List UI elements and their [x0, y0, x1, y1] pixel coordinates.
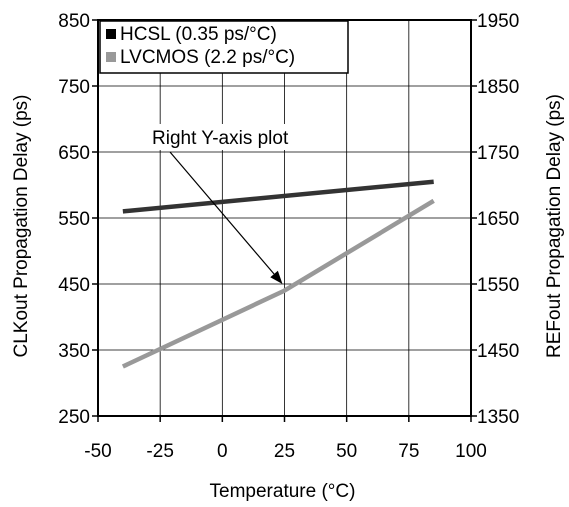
y-right-tick-label: 1750 — [477, 143, 519, 164]
y-right-tick-label: 1650 — [477, 209, 519, 230]
x-tick-label: -25 — [146, 441, 173, 462]
y-left-tick-label: 650 — [58, 143, 90, 164]
x-tick-label: 0 — [217, 441, 228, 462]
y-left-tick-label: 250 — [58, 407, 90, 428]
y-right-tick-label: 1850 — [477, 77, 519, 98]
grid — [98, 20, 471, 416]
annotation-background — [146, 124, 322, 150]
series-line-hcsl — [122, 179, 434, 214]
y-right-tick-label: 1550 — [477, 275, 519, 296]
annotation-text: Right Y-axis plot — [152, 128, 289, 149]
annotation-arrow — [169, 151, 275, 275]
legend-swatch-lvcmos — [106, 52, 116, 62]
legend-box — [99, 20, 349, 74]
y-right-tick-label: 1950 — [477, 11, 519, 32]
y-left-tick-label: 750 — [58, 77, 90, 98]
legend-swatch-hcsl — [106, 29, 116, 39]
legend: HCSL (0.35 ps/°C) LVCMOS (2.2 ps/°C) — [99, 20, 349, 74]
y-left-tick-label: 450 — [58, 275, 90, 296]
x-tick-label: 50 — [336, 441, 357, 462]
legend-label-hcsl: HCSL (0.35 ps/°C) — [120, 24, 277, 45]
y-left-tick-label: 550 — [58, 209, 90, 230]
series-line-lvcmos — [121, 198, 435, 369]
y-right-tick-label: 1350 — [477, 407, 519, 428]
y-axis-right-title: REFout Propagation Delay (ps) — [544, 94, 565, 358]
x-tick-label: 75 — [398, 441, 419, 462]
series-lines — [121, 179, 435, 369]
y-left-tick-label: 350 — [58, 341, 90, 362]
annotation: Right Y-axis plot — [146, 124, 322, 284]
y-left-tick-label: 850 — [58, 11, 90, 32]
y-right-tick-label: 1450 — [477, 341, 519, 362]
y-axis-left-title: CLKout Propagation Delay (ps) — [11, 95, 32, 358]
axis-ticks: -50 -25 0 25 50 75 100 250 350 450 550 650 750 850 135… — [58, 11, 519, 462]
x-tick-label: 25 — [274, 441, 295, 462]
annotation-arrowhead — [270, 270, 283, 284]
legend-label-lvcmos: LVCMOS (2.2 ps/°C) — [120, 47, 295, 68]
x-tick-label: 100 — [455, 441, 487, 462]
x-axis-title: Temperature (°C) — [210, 481, 356, 502]
x-tick-label: -50 — [84, 441, 111, 462]
